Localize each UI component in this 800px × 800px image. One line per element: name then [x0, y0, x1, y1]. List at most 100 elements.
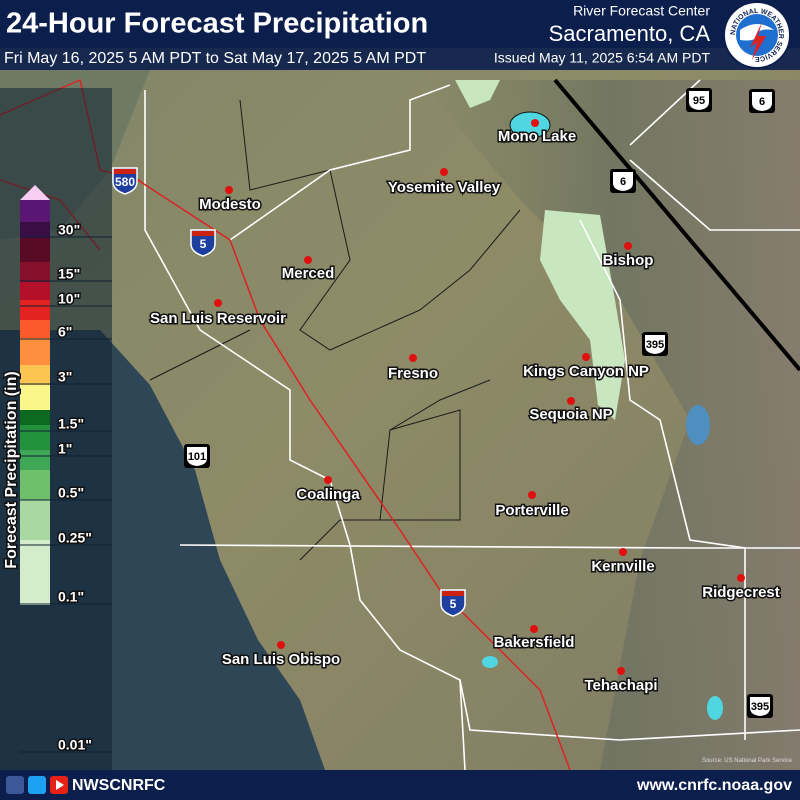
valid-period: Fri May 16, 2025 5 AM PDT to Sat May 17,… — [4, 50, 426, 67]
city-label: Mono Lake — [498, 128, 576, 145]
us-route-face — [645, 335, 665, 354]
lake — [686, 405, 710, 445]
legend-title: Forecast Precipitation (in) — [3, 371, 20, 568]
center-name: River Forecast Center — [573, 3, 710, 19]
state-border — [553, 78, 800, 372]
city-dot — [277, 641, 285, 649]
city-label: Ridgecrest — [702, 584, 780, 601]
legend-label: 3" — [58, 369, 72, 385]
legend-label: 0.01" — [58, 737, 92, 753]
city-label: Modesto — [199, 196, 261, 213]
highway-number: 5 — [450, 597, 457, 611]
city-label: Fresno — [388, 365, 438, 382]
highway-number: 95 — [693, 95, 705, 107]
city-dot — [528, 491, 536, 499]
issued-time: Issued May 11, 2025 6:54 AM PDT — [494, 50, 711, 66]
interstate-band — [114, 169, 136, 174]
city-label: Kernville — [591, 558, 654, 575]
highway-shields: 580 5 5 95 6 6 395 101 395 — [112, 88, 775, 718]
legend: 30" 15" 10" 6" 3" 1.5" 1" 0.5" 0.25" 0.1" 0.01" — [20, 185, 112, 754]
twitter-icon[interactable] — [28, 776, 46, 794]
legend-band — [20, 365, 50, 385]
legend-band — [20, 425, 50, 450]
legend-label: 1.5" — [58, 416, 84, 432]
social-handle[interactable]: NWSCNRFC — [72, 777, 166, 794]
legend-arrow — [20, 185, 50, 200]
city-dot — [567, 397, 575, 405]
subheader-bar — [0, 48, 800, 70]
legend-band — [20, 300, 50, 320]
city-label: Bakersfield — [494, 634, 575, 651]
city-dot — [582, 353, 590, 361]
city-label: Coalinga — [296, 486, 360, 503]
facebook-icon[interactable] — [6, 776, 24, 794]
legend-label: 0.5" — [58, 485, 84, 501]
legend-band — [20, 385, 50, 410]
legend-label: 10" — [58, 291, 80, 307]
city-label: Merced — [282, 265, 335, 282]
legend-band — [20, 338, 50, 365]
city-label: Porterville — [495, 502, 568, 519]
county-lines — [149, 99, 521, 561]
legend-band — [20, 262, 50, 282]
footer-bar — [0, 770, 800, 800]
us-route-face — [752, 92, 772, 111]
legend-panel — [0, 88, 112, 770]
legend-band — [20, 222, 50, 238]
legend-band — [20, 470, 50, 500]
city-dot — [214, 299, 222, 307]
city-dot — [409, 354, 417, 362]
us-route-face — [750, 697, 770, 716]
city-dot — [304, 256, 312, 264]
interstate-band — [192, 231, 214, 236]
legend-band — [20, 500, 50, 540]
us-route-face — [187, 447, 207, 466]
city-dot — [737, 574, 745, 582]
legend-band — [20, 238, 50, 262]
source-note: Source: US National Park Service — [702, 758, 793, 764]
city-label: San Luis Reservoir — [150, 310, 286, 327]
highway-number: 6 — [620, 176, 626, 188]
website-url[interactable]: www.cnrfc.noaa.gov — [636, 777, 792, 794]
nws-logo: NATIONAL WEATHER SERVICE — [723, 1, 791, 69]
center-location: Sacramento, CA — [549, 21, 711, 46]
city-label: Yosemite Valley — [388, 179, 501, 196]
legend-label: 15" — [58, 266, 80, 282]
legend-label: 0.1" — [58, 589, 84, 605]
header-bar — [0, 0, 800, 48]
city-dot — [619, 548, 627, 556]
legend-band — [20, 200, 50, 222]
city-labels: Modesto Merced San Luis Reservoir Yosemite … — [149, 119, 781, 695]
us-route-face — [613, 172, 633, 191]
city-dot — [617, 667, 625, 675]
city-dot — [624, 242, 632, 250]
city-dot — [225, 186, 233, 194]
interstate-shield — [440, 589, 466, 617]
highway-number: 5 — [200, 237, 207, 251]
lake — [482, 656, 498, 668]
city-dot — [440, 168, 448, 176]
light-precip-area — [540, 210, 625, 420]
lake — [509, 111, 551, 139]
city-dot — [530, 625, 538, 633]
legend-band — [20, 410, 50, 425]
city-label: Kings Canyon NP — [523, 363, 649, 380]
social-icons — [6, 776, 68, 794]
legend-band — [20, 540, 50, 605]
city-label: San Luis Obispo — [222, 651, 340, 668]
legend-label: 0.25" — [58, 530, 92, 546]
legend-band — [20, 320, 50, 338]
legend-band — [20, 282, 50, 300]
city-label: Bishop — [603, 252, 654, 269]
us-route-face — [689, 91, 709, 110]
highway-number: 580 — [115, 175, 135, 189]
highway-number: 6 — [759, 96, 765, 108]
city-dot — [324, 476, 332, 484]
legend-band — [20, 450, 50, 470]
highway-number: 395 — [751, 701, 769, 713]
sierra-terrain — [420, 80, 800, 770]
light-precip-area — [455, 80, 500, 108]
interstate-shield — [112, 167, 138, 195]
legend-label: 6" — [58, 324, 72, 340]
